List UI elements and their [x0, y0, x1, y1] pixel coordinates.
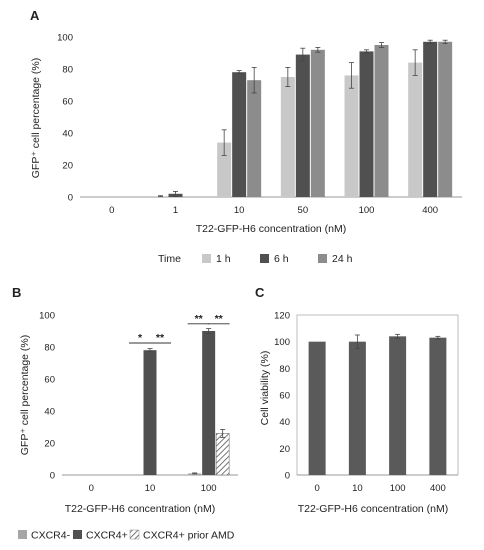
panel-a-x-tick-label: 50 [298, 205, 309, 216]
panel-b-y-tick-label: 0 [50, 471, 55, 482]
panel-a-x-tick-label: 10 [234, 205, 245, 216]
panel-c-y-tick-label: 0 [285, 471, 290, 482]
panel-c-x-axis-title: T22-GFP-H6 concentration (nM) [298, 503, 449, 515]
panel-b-legend-label: CXCR4+ prior AMD [143, 530, 235, 542]
panel-a-y-tick-label: 60 [62, 97, 73, 108]
panel-c-y-tick-label: 120 [274, 311, 290, 322]
panel-b-y-tick-label: 40 [44, 407, 55, 418]
panel-a-legend-swatch [202, 254, 211, 263]
panel-c-y-tick-label: 40 [279, 417, 290, 428]
panel-b-y-tick-label: 60 [44, 375, 55, 386]
panel-a-bar [280, 77, 295, 197]
panel-b-x-tick-label: 100 [201, 483, 217, 494]
panel-letter-b: B [12, 285, 21, 300]
panel-a-y-tick-label: 40 [62, 129, 73, 140]
panel-a-y-tick-label: 80 [62, 65, 73, 76]
panel-c-chart: Cell viability (%) T22-GFP-H6 concentrat… [259, 311, 459, 515]
panel-c-y-tick-label: 20 [279, 444, 290, 455]
panel-letter-c: C [255, 285, 265, 300]
panel-a-legend-label: 24 h [332, 253, 353, 265]
panel-b-x-tick-label: 0 [89, 483, 94, 494]
panel-a-x-tick-label: 100 [359, 205, 375, 216]
panel-a-y-tick-label: 20 [62, 161, 73, 172]
panel-a-bar [344, 75, 359, 197]
panel-a-x-tick-label: 0 [109, 205, 114, 216]
panel-a-bar [359, 51, 374, 198]
panel-b-bar [143, 350, 157, 475]
panel-b-legend-label: CXCR4- [31, 530, 71, 542]
panel-b-significance-label: ** [195, 313, 204, 325]
panel-a-legend-swatch [260, 254, 269, 263]
panel-a-legend-label: 1 h [216, 253, 231, 265]
panel-c-bar [429, 337, 447, 475]
panel-b-y-tick-label: 80 [44, 343, 55, 354]
panel-letter-a: A [30, 8, 40, 23]
panel-a-legend-title: Time [158, 253, 181, 265]
panel-a-bar [408, 62, 423, 197]
panel-c-bar [348, 341, 366, 475]
panel-a-legend-swatch [318, 254, 327, 263]
panel-a-bar [374, 45, 389, 197]
panel-a-bar [232, 72, 247, 197]
panel-a-bar [295, 54, 310, 197]
panel-b-significance-label: ** [215, 313, 224, 325]
panel-b-y-axis-title: GFP⁺ cell percentage (%) [19, 335, 31, 456]
panel-a-y-axis-title: GFP⁺ cell percentage (%) [30, 58, 42, 179]
panel-a-bar [247, 80, 262, 197]
panel-a-bar [423, 41, 438, 197]
panel-b-chart: GFP⁺ cell percentage (%) T22-GFP-H6 conc… [18, 311, 238, 542]
panel-a-y-tick-label: 100 [57, 33, 73, 44]
panel-a-y-tick-label: 0 [68, 193, 73, 204]
panel-a-chart: GFP⁺ cell percentage (%) T22-GFP-H6 conc… [30, 33, 462, 265]
panel-b-significance-label: ** [156, 332, 165, 344]
panel-a-x-tick-label: 1 [173, 205, 178, 216]
panel-a-bar [217, 142, 232, 197]
panel-b-x-tick-label: 10 [145, 483, 156, 494]
panel-c-bar [389, 336, 407, 475]
panel-c-bar [308, 341, 326, 475]
panel-c-y-tick-label: 60 [279, 391, 290, 402]
panel-c-x-tick-label: 400 [430, 483, 446, 494]
panel-b-legend-label: CXCR4+ [86, 530, 128, 542]
panel-b-significance-label: * [138, 332, 143, 344]
panel-c-x-tick-label: 10 [352, 483, 363, 494]
panel-b-x-axis-title: T22-GFP-H6 concentration (nM) [65, 503, 216, 515]
panel-b-bar [202, 331, 216, 475]
panel-a-bar [438, 41, 453, 197]
panel-c-y-axis-title: Cell viability (%) [259, 351, 271, 426]
panel-a-x-axis-title: T22-GFP-H6 concentration (nM) [196, 223, 347, 235]
panel-c-x-tick-label: 0 [314, 483, 319, 494]
panel-b-legend-swatch [73, 530, 82, 539]
panel-a-bar [310, 49, 325, 197]
panel-a-legend-label: 6 h [274, 253, 289, 265]
panel-b-y-tick-label: 100 [39, 311, 55, 322]
panel-c-y-tick-label: 100 [274, 337, 290, 348]
panel-c-y-tick-label: 80 [279, 364, 290, 375]
panel-b-legend-swatch [18, 530, 27, 539]
panel-b-legend-swatch [129, 529, 140, 540]
panel-b-bar [215, 433, 230, 476]
panel-c-x-tick-label: 100 [390, 483, 406, 494]
panel-b-y-tick-label: 20 [44, 439, 55, 450]
panel-a-x-tick-label: 400 [422, 205, 438, 216]
